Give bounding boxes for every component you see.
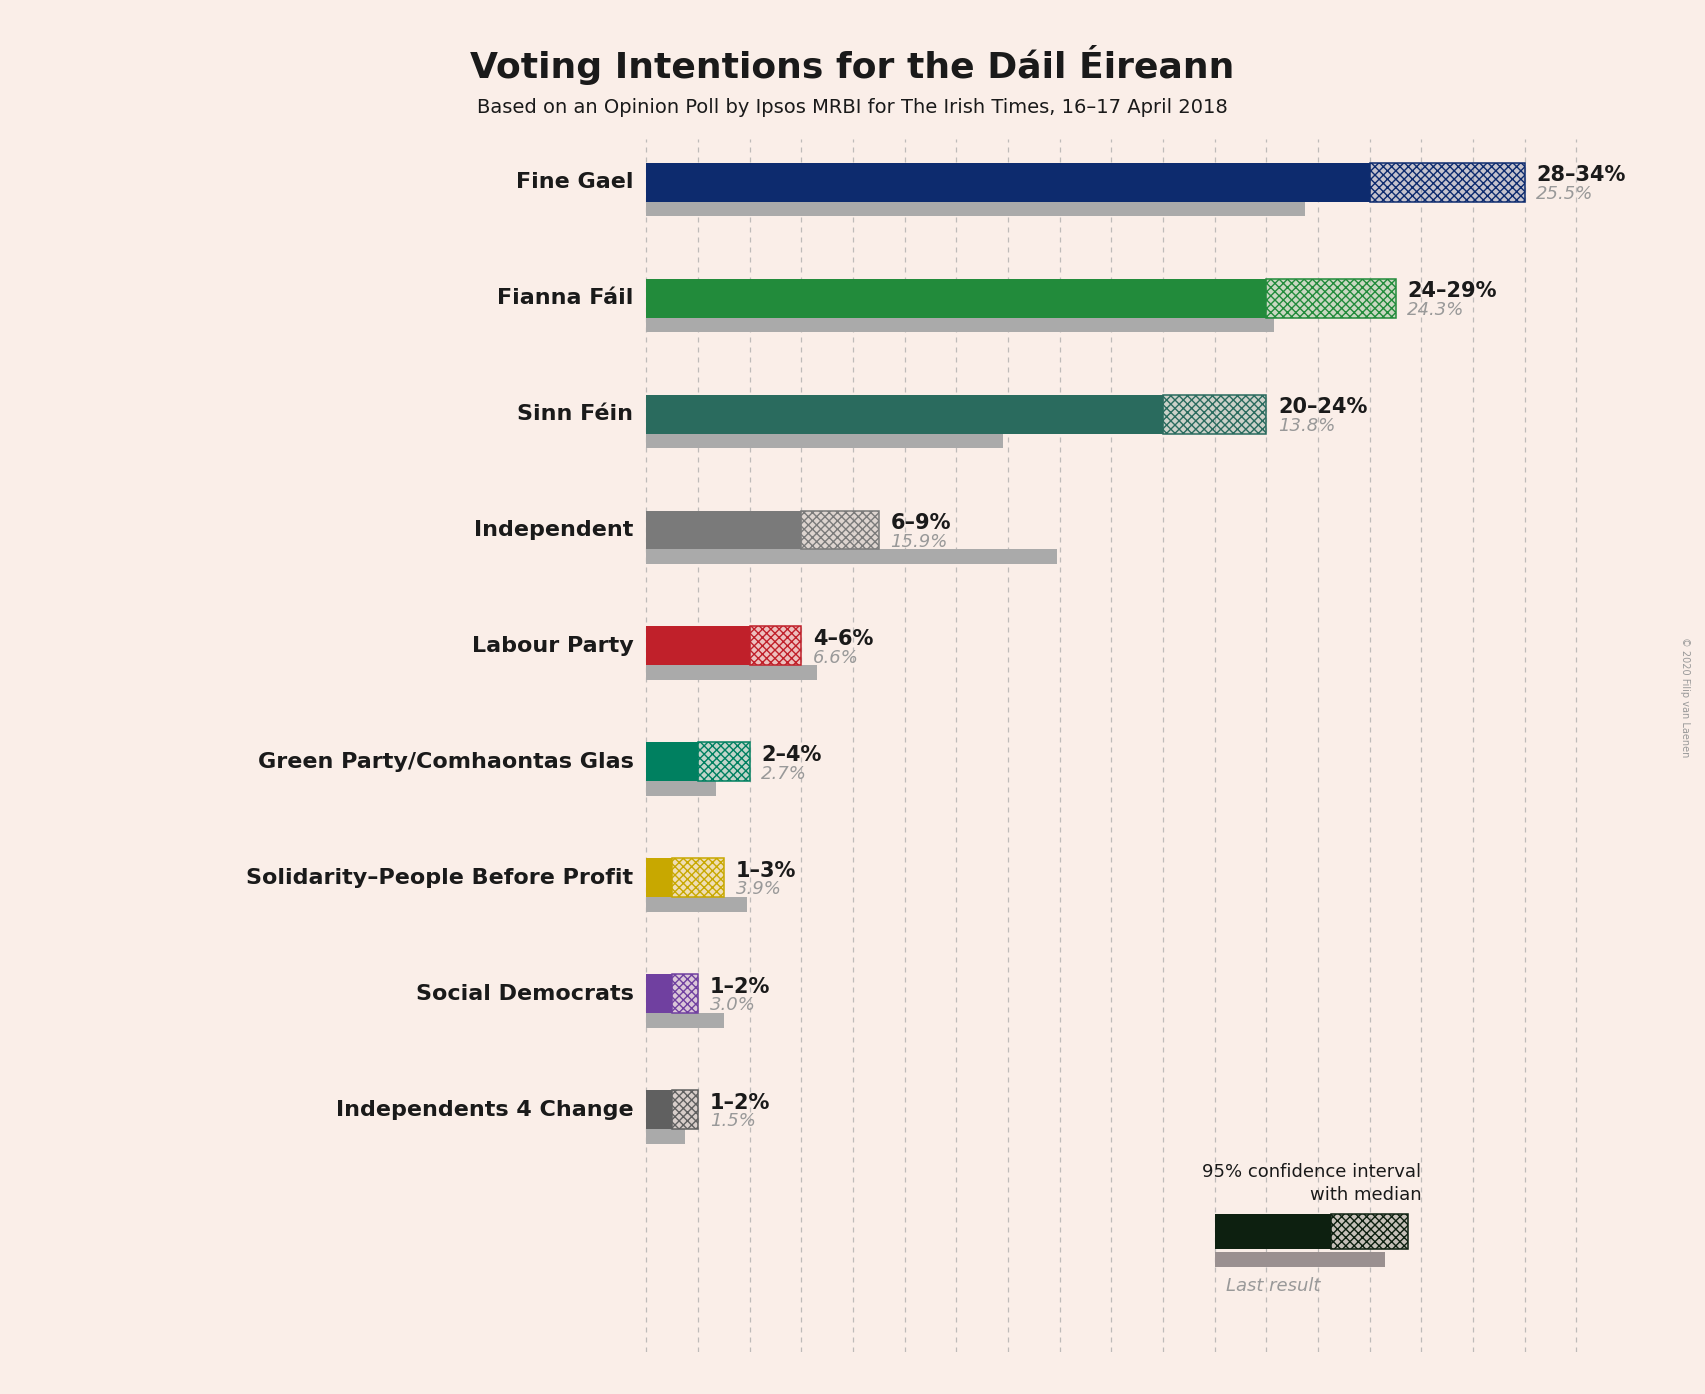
Text: 4–6%: 4–6% [813, 629, 873, 650]
Bar [646, 549, 1057, 565]
Text: Independents 4 Change: Independents 4 Change [336, 1100, 634, 1119]
Bar [646, 1012, 725, 1027]
Bar [1267, 279, 1395, 318]
Bar [672, 974, 697, 1013]
Bar [1369, 163, 1524, 202]
Text: 3.9%: 3.9% [735, 881, 781, 899]
Text: 20–24%: 20–24% [1279, 397, 1367, 417]
Bar [646, 859, 672, 898]
Bar [646, 316, 1274, 332]
Text: 28–34%: 28–34% [1536, 164, 1625, 185]
Bar [1163, 395, 1267, 434]
Text: 1.5%: 1.5% [709, 1112, 755, 1131]
Text: 15.9%: 15.9% [890, 533, 948, 551]
Bar [646, 974, 672, 1013]
Text: 1–2%: 1–2% [709, 1093, 771, 1112]
Bar [672, 1090, 697, 1129]
Text: 13.8%: 13.8% [1279, 417, 1335, 435]
Text: Solidarity–People Before Profit: Solidarity–People Before Profit [246, 868, 634, 888]
Bar [801, 510, 878, 549]
Bar [750, 626, 801, 665]
Text: Social Democrats: Social Democrats [416, 984, 634, 1004]
Text: Last result: Last result [1226, 1277, 1320, 1295]
Bar [646, 510, 801, 549]
Bar [646, 781, 716, 796]
Bar [1267, 279, 1395, 318]
Bar [646, 743, 697, 781]
Bar [672, 859, 725, 898]
Bar [1332, 1214, 1408, 1249]
Text: Voting Intentions for the Dáil Éireann: Voting Intentions for the Dáil Éireann [471, 45, 1234, 85]
Bar [672, 974, 697, 1013]
Text: 2.7%: 2.7% [762, 764, 806, 782]
Bar [697, 743, 750, 781]
Bar [646, 163, 1369, 202]
Text: 24.3%: 24.3% [1407, 301, 1465, 319]
Bar [1163, 395, 1267, 434]
Text: 95% confidence interval
with median: 95% confidence interval with median [1202, 1163, 1422, 1204]
Bar [1369, 163, 1524, 202]
Bar [697, 743, 750, 781]
Text: Based on an Opinion Poll by Ipsos MRBI for The Irish Times, 16–17 April 2018: Based on an Opinion Poll by Ipsos MRBI f… [477, 98, 1228, 117]
Text: 3.0%: 3.0% [709, 997, 755, 1015]
Text: Green Party/Comhaontas Glas: Green Party/Comhaontas Glas [257, 751, 634, 772]
Bar [750, 626, 801, 665]
Text: © 2020 Filip van Laenen: © 2020 Filip van Laenen [1679, 637, 1690, 757]
Text: 6.6%: 6.6% [813, 648, 859, 666]
Bar [1214, 1252, 1384, 1267]
Bar [646, 1129, 685, 1143]
Bar [646, 279, 1267, 318]
Text: 6–9%: 6–9% [890, 513, 951, 533]
Text: 2–4%: 2–4% [762, 744, 822, 765]
Bar [801, 510, 878, 549]
Text: 25.5%: 25.5% [1536, 185, 1594, 204]
Bar [672, 859, 725, 898]
Text: 1–2%: 1–2% [709, 977, 771, 997]
Bar [646, 395, 1163, 434]
Text: Sinn Féin: Sinn Féin [517, 404, 634, 424]
Text: Fine Gael: Fine Gael [517, 173, 634, 192]
Bar [1214, 1214, 1332, 1249]
Bar [672, 1090, 697, 1129]
Bar [646, 201, 1304, 216]
Bar [1332, 1214, 1408, 1249]
Text: Fianna Fáil: Fianna Fáil [498, 289, 634, 308]
Bar [646, 896, 747, 912]
Bar [646, 626, 750, 665]
Text: 1–3%: 1–3% [735, 861, 796, 881]
Text: Independent: Independent [474, 520, 634, 539]
Bar [646, 1090, 672, 1129]
Text: Labour Party: Labour Party [472, 636, 634, 657]
Bar [646, 665, 817, 680]
Bar [646, 434, 1003, 447]
Text: 24–29%: 24–29% [1407, 282, 1497, 301]
